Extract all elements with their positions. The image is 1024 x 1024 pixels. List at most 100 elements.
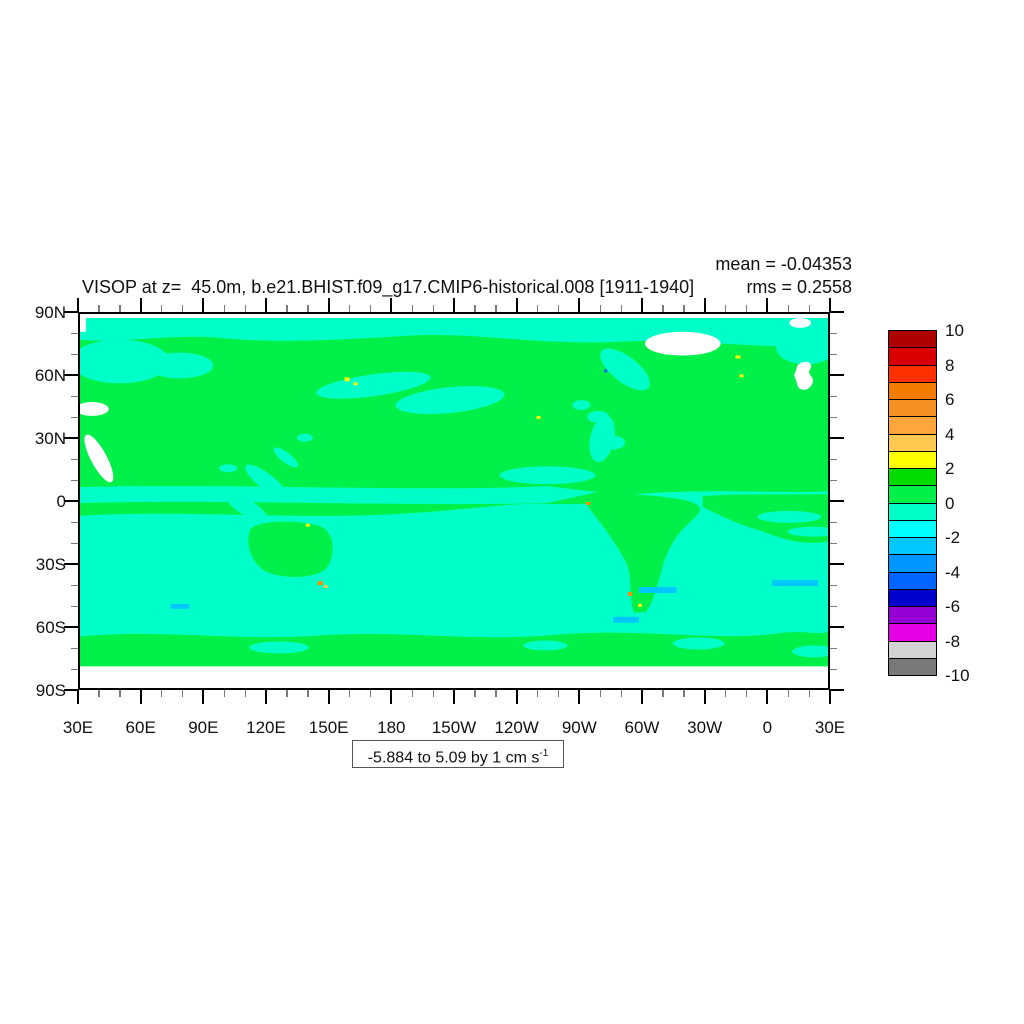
colorbar-box	[888, 485, 937, 504]
lon-minor-tick-bottom	[369, 690, 372, 697]
map-positive-overlays	[80, 494, 828, 667]
map-detail-streaks	[170, 510, 828, 658]
lat-major-tick-left	[64, 374, 78, 376]
lon-minor-tick-top	[307, 305, 309, 312]
colorbar-box	[888, 468, 937, 487]
lat-major-tick-left	[64, 311, 78, 313]
colorbar-box	[888, 571, 937, 590]
lon-minor-tick-bottom	[181, 690, 184, 697]
colorbar-box	[888, 381, 937, 400]
stat-mean: mean = -0.04353	[715, 254, 852, 274]
lon-tick-label: 0	[762, 718, 773, 737]
lat-minor-tick-right	[830, 668, 837, 670]
colorbar-box	[888, 433, 937, 452]
lat-major-tick-right	[830, 626, 844, 628]
lat-minor-tick-right	[830, 353, 837, 355]
lon-minor-tick-top	[244, 305, 246, 312]
colorbar-tick-label: 10	[945, 321, 964, 340]
lat-minor-tick-left	[71, 605, 78, 607]
colorbar-tick-label: 4	[945, 424, 955, 444]
lat-minor-tick-left	[71, 479, 78, 481]
lat-tick-label: 90N	[34, 303, 66, 322]
stat-rms: rms = 0.2558	[746, 277, 852, 297]
lon-minor-tick-bottom	[620, 690, 622, 697]
lat-major-tick-right	[830, 500, 844, 502]
lat-major-tick-left	[64, 689, 78, 691]
lon-minor-tick-top	[432, 305, 434, 312]
range-label-exponent: -1	[539, 748, 549, 759]
range-label-box: -5.884 to 5.09 by 1 cm s-1	[352, 740, 564, 768]
lon-major-tick-bottom	[453, 690, 455, 704]
lon-minor-tick-top	[620, 305, 622, 312]
lat-minor-tick-right	[830, 332, 837, 334]
lon-major-tick-top	[703, 298, 706, 312]
colorbar-box	[888, 537, 937, 556]
lon-tick-label: 60W	[624, 718, 660, 737]
lat-minor-tick-right	[830, 479, 837, 481]
lon-major-tick-top	[77, 298, 79, 312]
lon-major-tick-bottom	[578, 690, 581, 704]
lon-minor-tick-bottom	[411, 690, 414, 697]
lon-minor-tick-top	[286, 305, 288, 312]
lat-minor-tick-left	[71, 542, 78, 544]
lon-minor-tick-top	[474, 305, 476, 312]
lon-minor-tick-bottom	[119, 690, 121, 697]
lon-minor-tick-bottom	[244, 690, 246, 697]
lon-minor-tick-top	[537, 305, 539, 312]
lon-major-tick-bottom	[515, 690, 518, 704]
colorbar-tick-label: 2	[945, 459, 955, 478]
lat-major-tick-left	[64, 437, 78, 439]
lon-minor-tick-bottom	[683, 690, 685, 697]
lat-tick-label: 60S	[35, 618, 66, 637]
lon-minor-tick-top	[411, 305, 414, 312]
lon-major-tick-top	[641, 298, 643, 312]
lon-major-tick-bottom	[829, 690, 831, 704]
colorbar-box	[888, 399, 937, 418]
lat-minor-tick-left	[71, 416, 78, 418]
lat-minor-tick-right	[830, 521, 837, 523]
colorbar-box	[888, 554, 937, 573]
colorbar-box	[888, 364, 937, 383]
lon-tick-label: 30W	[687, 718, 723, 737]
lat-minor-tick-left	[71, 668, 78, 670]
lon-tick-label: 30E	[62, 718, 94, 737]
map-frame	[78, 312, 830, 690]
map-plot	[80, 315, 828, 667]
colorbar-tick-label: 8	[945, 355, 955, 375]
lon-major-tick-top	[766, 298, 769, 312]
lon-major-tick-bottom	[766, 690, 769, 704]
lon-minor-tick-top	[161, 305, 163, 312]
lat-tick-label: 30S	[35, 555, 66, 574]
lon-major-tick-top	[515, 298, 518, 312]
lon-minor-tick-top	[725, 305, 727, 312]
lon-tick-label: 60E	[125, 718, 156, 737]
lon-minor-tick-top	[787, 305, 790, 312]
lon-major-tick-top	[578, 298, 581, 312]
lon-tick-label: 120E	[246, 718, 286, 737]
lon-tick-label: 90W	[561, 718, 597, 737]
lon-major-tick-bottom	[390, 690, 393, 704]
lat-minor-tick-left	[71, 647, 78, 649]
lat-minor-tick-left	[71, 332, 78, 334]
lon-minor-tick-top	[599, 305, 602, 312]
lon-minor-tick-bottom	[662, 690, 664, 697]
lon-minor-tick-bottom	[537, 690, 539, 697]
colorbar-box	[888, 588, 937, 607]
lon-minor-tick-top	[223, 305, 226, 312]
colorbar-tick-label: -10	[945, 666, 970, 685]
lon-major-tick-bottom	[641, 690, 643, 704]
lon-major-tick-bottom	[139, 690, 142, 704]
lat-minor-tick-left	[71, 353, 78, 355]
map-extreme-specks	[305, 355, 744, 607]
lon-major-tick-top	[327, 298, 330, 312]
lon-major-tick-bottom	[265, 690, 267, 704]
lon-minor-tick-top	[181, 305, 184, 312]
lon-minor-tick-top	[557, 305, 560, 312]
colorbar-tick-label: -2	[945, 528, 961, 547]
lon-minor-tick-top	[683, 305, 685, 312]
lat-tick-label: 60N	[34, 366, 66, 385]
lon-minor-tick-top	[349, 305, 351, 312]
colorbar-box	[888, 416, 937, 435]
colorbar-tick-label: -4	[945, 562, 961, 582]
map-missing-data	[80, 315, 814, 483]
